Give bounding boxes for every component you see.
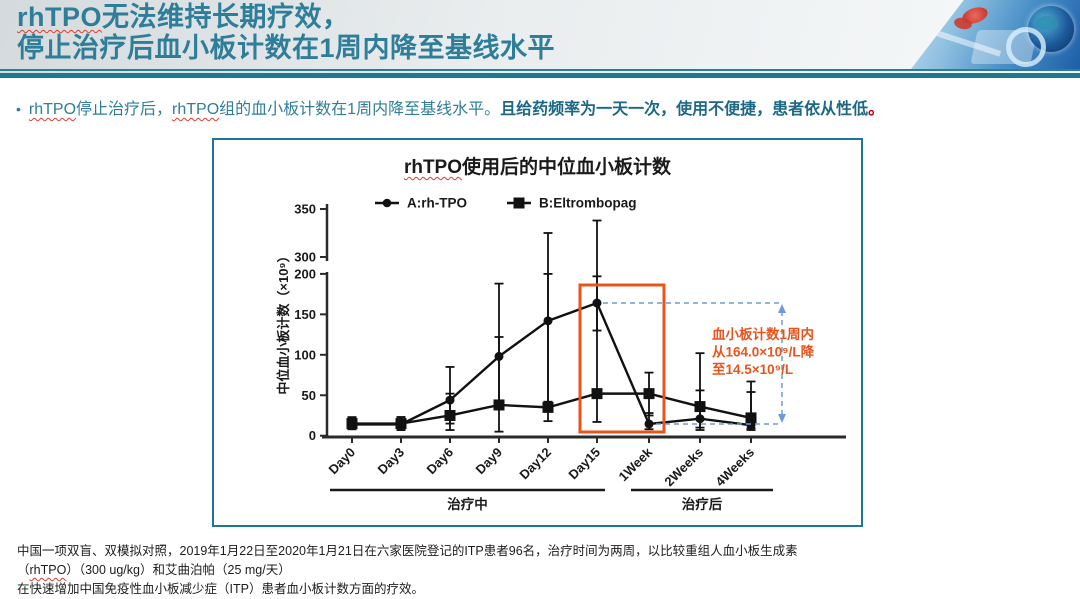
source-note-line1: 中国一项双盲、双模拟对照，2019年1月22日至2020年1月21日在六家医院登… — [17, 542, 1067, 580]
title-brand-text: rhTPO — [17, 2, 103, 32]
svg-text:300: 300 — [294, 250, 316, 265]
bullet-marker: • — [16, 101, 21, 117]
highlight-box — [578, 283, 666, 434]
study-source-note: 中国一项双盲、双模拟对照，2019年1月22日至2020年1月21日在六家医院登… — [17, 542, 1067, 599]
chart-title-rest: 使用后的中位血小板计数 — [462, 157, 672, 178]
y-axis-title: 中位血小板计数（×10⁹） — [276, 249, 291, 394]
svg-text:Day6: Day6 — [424, 445, 457, 478]
svg-text:B:Eltrombopag: B:Eltrombopag — [539, 196, 637, 211]
source-note-line2: 在快速增加中国免疫性血小板减少症（ITP）患者血小板计数方面的疗效。 — [17, 582, 424, 596]
x-axis-ticks: Day0 Day3 Day6 Day9 Day12 Day15 1Week 2Weeks 4We… — [326, 437, 757, 490]
svg-text:0: 0 — [309, 428, 316, 443]
bullet-text-2: 组的血小板计数在1周内降至基线水平。 — [219, 101, 501, 118]
svg-text:100: 100 — [294, 347, 316, 362]
bullet-period-red: 。 — [868, 101, 885, 118]
svg-text:200: 200 — [294, 266, 316, 281]
page-title-line1: rhTPO无法维持长期疗效， — [17, 2, 555, 33]
svg-text:至14.5×10⁹/L: 至14.5×10⁹/L — [712, 362, 793, 377]
ring-device-shape — [1006, 27, 1046, 67]
svg-text:Day3: Day3 — [375, 445, 408, 478]
svg-text:治疗中: 治疗中 — [447, 496, 488, 512]
svg-text:治疗后: 治疗后 — [682, 496, 723, 512]
axes — [322, 204, 846, 439]
slide-header: rhTPO无法维持长期疗效， 停止治疗后血小板计数在1周内降至基线水平 — [0, 0, 1080, 78]
svg-text:Day9: Day9 — [473, 445, 506, 478]
chart-panel: 0 50 100 150 200 300 350 中位血小板计数（×10⁹） Day0 Day3 D… — [212, 138, 863, 527]
svg-text:从164.0×10⁹/L降: 从164.0×10⁹/L降 — [712, 344, 815, 360]
source-note-1b: ）（300 ug/kg）和艾曲泊帕（25 mg/天） — [66, 563, 291, 577]
source-note-rhtpo: rhTPO — [29, 563, 67, 577]
svg-text:中位血小板计数（×10⁹）: 中位血小板计数（×10⁹） — [276, 249, 291, 394]
svg-text:2Weeks: 2Weeks — [661, 445, 706, 490]
bullet-rhtpo-2: rhTPO — [172, 101, 220, 118]
bullet-paragraph: • rhTPO停止治疗后，rhTPO组的血小板计数在1周内降至基线水平。且给药频率… — [16, 98, 1072, 121]
source-note-1a: 中国一项双盲、双模拟对照，2019年1月22日至2020年1月21日在六家医院登… — [17, 544, 798, 577]
bullet-text-1: 停止治疗后， — [76, 101, 173, 118]
bullet-text-bold: 且给药频率为一天一次，使用不便捷，患者依从性低 — [500, 101, 869, 118]
svg-text:150: 150 — [294, 307, 316, 322]
header-rule-thin — [0, 69, 1080, 71]
svg-text:50: 50 — [302, 388, 316, 403]
title-line1-rest: 无法维持长期疗效， — [102, 2, 350, 32]
svg-text:350: 350 — [294, 202, 316, 217]
page-title: rhTPO无法维持长期疗效， 停止治疗后血小板计数在1周内降至基线水平 — [17, 2, 555, 64]
header-decoration-image — [911, 0, 1080, 69]
error-bars-a — [347, 219, 756, 431]
svg-text:Day15: Day15 — [565, 445, 603, 483]
page-title-line2: 停止治疗后血小板计数在1周内降至基线水平 — [17, 33, 556, 63]
svg-text:A:rh-TPO: A:rh-TPO — [407, 196, 467, 211]
header-rule-thick — [0, 73, 1080, 78]
x-group-brackets: 治疗中 治疗后 — [330, 488, 773, 512]
svg-text:4Weeks: 4Weeks — [712, 445, 757, 490]
chart-legend: A:rh-TPO B:Eltrombopag — [375, 196, 637, 211]
svg-text:Day12: Day12 — [516, 445, 554, 483]
chart-title-brand: rhTPO — [403, 157, 463, 178]
callout-dashed-lines — [603, 302, 786, 425]
chart-title: rhTPO使用后的中位血小板计数 — [214, 152, 861, 179]
series-markers-b — [346, 388, 757, 430]
svg-text:血小板计数1周内: 血小板计数1周内 — [712, 326, 814, 342]
bullet-rhtpo-1: rhTPO — [28, 101, 77, 118]
svg-text:Day0: Day0 — [326, 445, 359, 478]
svg-text:1Week: 1Week — [616, 444, 656, 484]
